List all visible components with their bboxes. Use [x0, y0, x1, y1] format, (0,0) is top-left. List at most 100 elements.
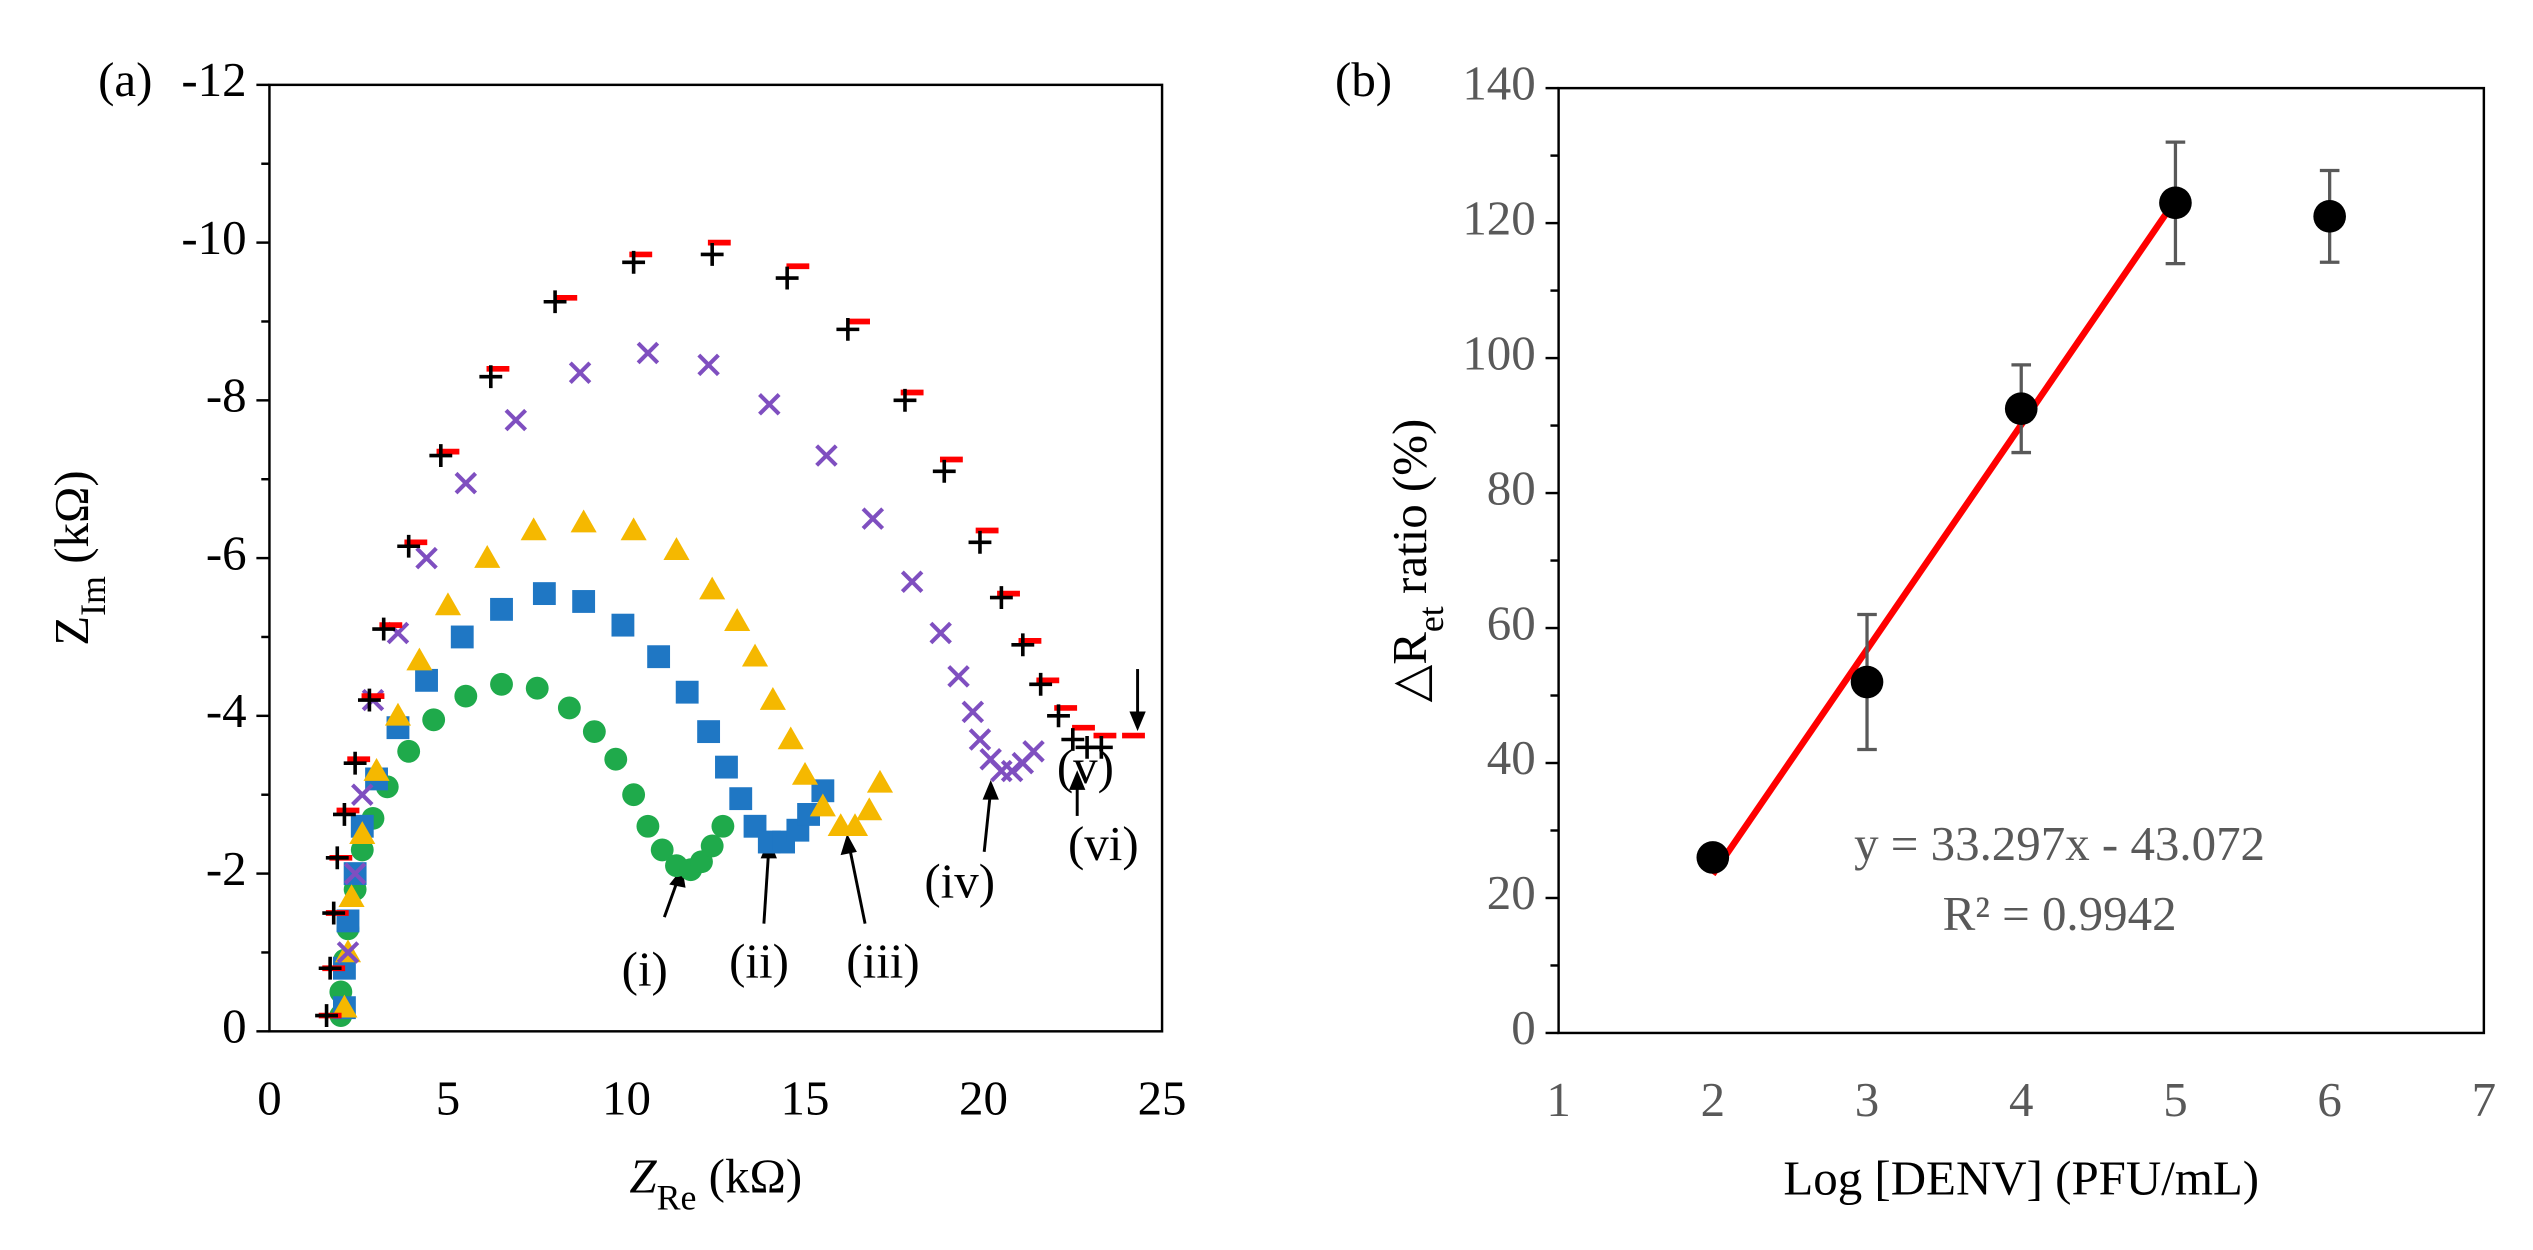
arrow	[847, 843, 867, 924]
point	[1089, 735, 1113, 759]
axis-label-unit: (kΩ)	[44, 470, 99, 576]
point	[729, 787, 753, 811]
point	[325, 846, 349, 870]
point	[415, 546, 438, 570]
point	[699, 576, 726, 600]
point	[968, 728, 992, 751]
point	[711, 814, 735, 838]
point	[582, 720, 606, 744]
point	[490, 597, 513, 621]
point	[647, 645, 671, 669]
point	[777, 726, 804, 750]
point	[697, 720, 721, 744]
x-tick-label: 6	[2317, 1072, 2341, 1127]
point	[315, 1004, 338, 1027]
point	[741, 643, 769, 667]
point	[336, 941, 360, 964]
axis-label-main: Z	[44, 616, 99, 646]
point	[700, 834, 724, 858]
annotation: (i)	[622, 941, 668, 996]
point	[570, 509, 597, 533]
point	[604, 747, 628, 771]
point	[2313, 200, 2346, 233]
point	[1061, 728, 1085, 751]
plot-frame	[268, 83, 1164, 1033]
x-tick-label: 7	[2472, 1072, 2496, 1127]
point	[332, 803, 356, 826]
point	[961, 700, 985, 724]
point	[663, 537, 690, 560]
point	[434, 592, 462, 616]
point	[724, 608, 751, 631]
annotation: (iv)	[924, 853, 995, 908]
point	[811, 779, 835, 803]
axis-label-unit: ratio (%)	[1382, 419, 1437, 607]
x-axis-label: Log [DENV] (PFU/mL)	[1783, 1150, 2259, 1205]
point	[856, 797, 883, 821]
point	[318, 956, 342, 980]
point	[397, 739, 421, 763]
point	[620, 517, 647, 541]
fit-line	[1710, 198, 2179, 877]
point	[568, 361, 592, 384]
point	[611, 613, 635, 637]
x-tick-label: 1	[1546, 1072, 1570, 1127]
x-tick-label: 2	[1701, 1072, 1725, 1127]
panel-label: (b)	[1335, 52, 1392, 107]
point	[836, 317, 860, 341]
point	[543, 290, 567, 314]
x-tick-label: 3	[1855, 1072, 1879, 1127]
point	[900, 570, 924, 593]
point	[650, 838, 674, 862]
point	[525, 676, 549, 700]
axis-label-unit: (kΩ)	[696, 1149, 802, 1204]
series	[315, 243, 1113, 1027]
arrow-head	[840, 833, 857, 856]
axis-label: ZIm (kΩ)	[44, 470, 113, 645]
point	[429, 444, 453, 467]
point	[343, 751, 367, 775]
point	[758, 393, 781, 416]
equation: y = 33.297x - 43.072	[1854, 816, 2265, 871]
point	[504, 408, 528, 432]
point	[815, 444, 838, 467]
axis-label-main: △R	[1382, 632, 1437, 703]
axis-label-sub: Re	[657, 1178, 697, 1218]
point	[1022, 740, 1045, 763]
point	[557, 696, 581, 720]
y-tick-label: 0	[222, 999, 246, 1054]
point	[700, 243, 724, 266]
axis-label: △Ret ratio (%)	[1382, 419, 1451, 703]
axis-label-sub: et	[1411, 606, 1451, 632]
point	[2004, 392, 2038, 426]
point	[450, 625, 474, 649]
point	[422, 708, 446, 732]
axis-label: ZRe (kΩ)	[629, 1149, 802, 1218]
x-tick-label: 5	[436, 1070, 460, 1125]
arrow-head	[1129, 711, 1146, 732]
point	[759, 687, 786, 710]
point	[351, 783, 374, 806]
x-tick-label: 0	[257, 1070, 281, 1125]
point	[968, 530, 992, 554]
y-tick-label: 140	[1462, 55, 1535, 110]
point	[338, 884, 365, 908]
point	[406, 647, 433, 671]
point	[809, 793, 836, 817]
y-tick-label: 0	[1511, 1000, 1535, 1055]
point	[572, 590, 596, 613]
point	[322, 901, 346, 925]
point	[415, 668, 438, 692]
point	[1696, 841, 1730, 874]
point	[861, 507, 885, 530]
y-tick-label: -2	[206, 841, 247, 896]
point	[636, 341, 660, 365]
point	[363, 757, 390, 781]
y-tick-label: 100	[1462, 325, 1535, 380]
point	[675, 680, 699, 704]
arrow	[982, 789, 993, 852]
point	[715, 755, 738, 779]
panel-label: (a)	[98, 52, 152, 107]
